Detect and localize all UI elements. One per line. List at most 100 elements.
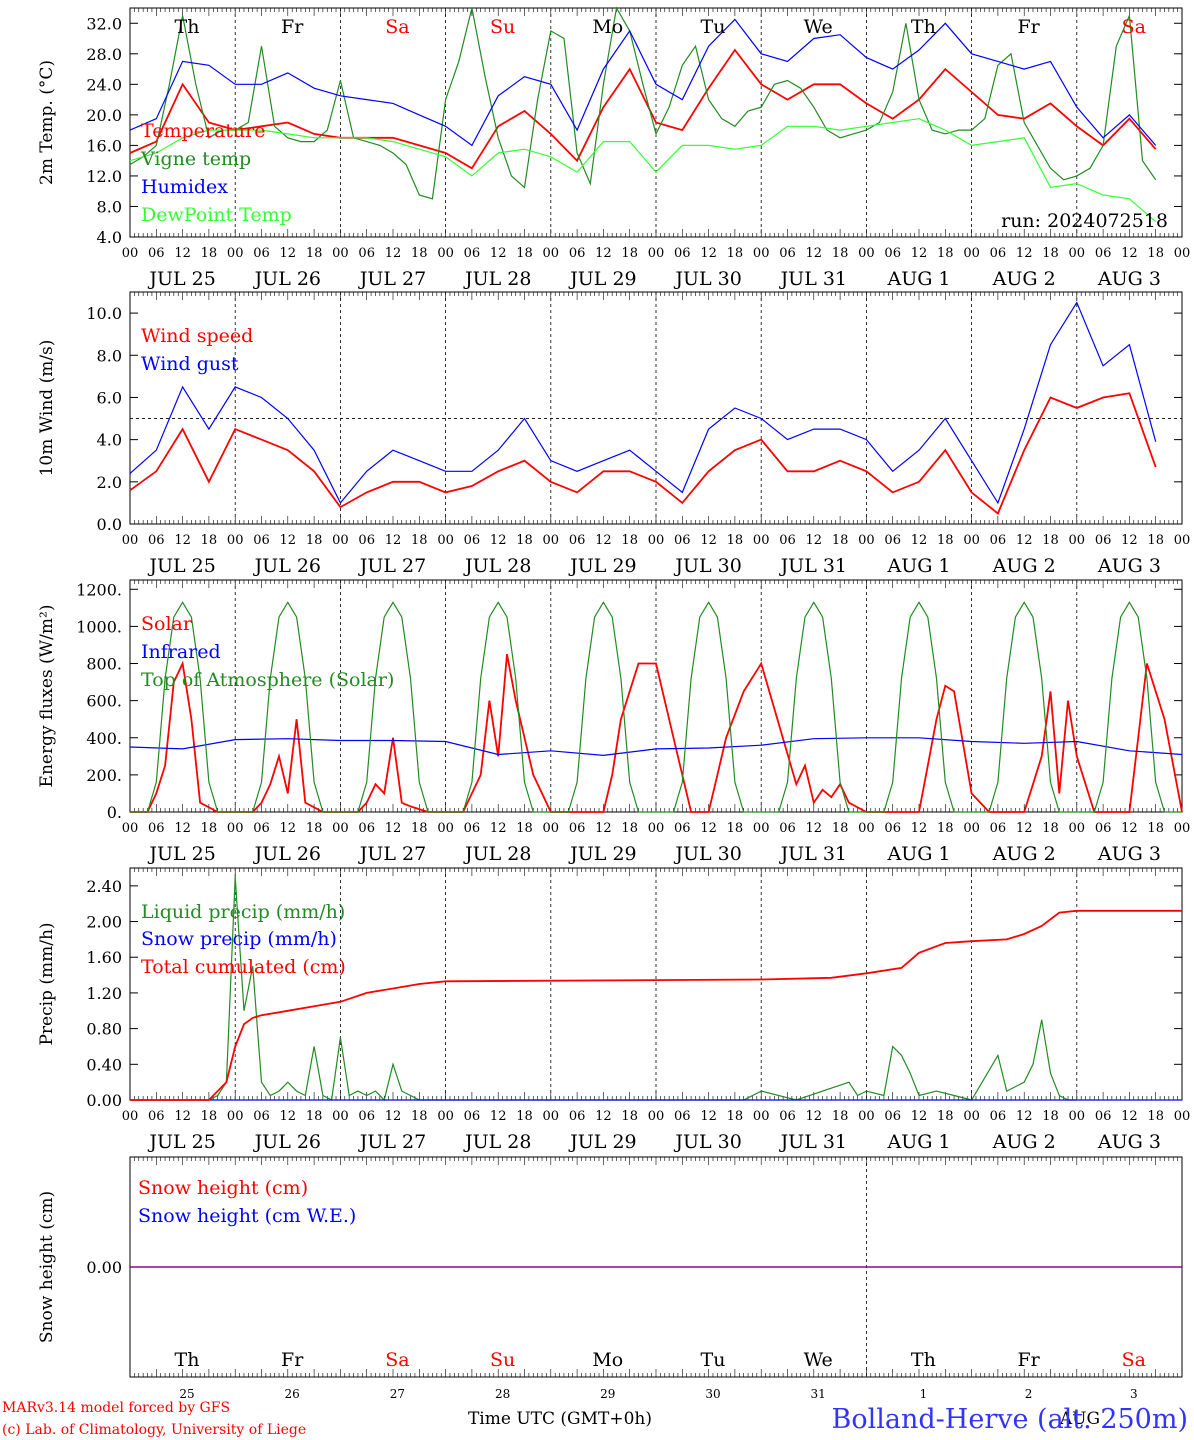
legend-entry: Temperature <box>141 120 265 142</box>
day-label: AUG 1 <box>886 268 950 290</box>
legend-entry: DewPoint Temp <box>141 204 292 226</box>
model-credit: MARv3.14 model forced by GFS <box>2 1400 230 1416</box>
hour-tick-label: 00 <box>122 533 139 548</box>
day-label: JUL 31 <box>779 268 847 290</box>
day-label: AUG 2 <box>992 843 1056 865</box>
hour-tick-label: 00 <box>963 246 980 261</box>
weekday-label: Fr <box>281 16 304 38</box>
day-label: AUG 3 <box>1097 555 1161 577</box>
hour-tick-label: 00 <box>858 533 875 548</box>
hour-tick-label: 00 <box>543 821 560 836</box>
wind-panel: 10.0 8.0 6.0 4.0 2.0 0.0 10m Wind (m/s) Wind sp… <box>37 291 1190 577</box>
series-line-infrared <box>129 737 1183 757</box>
weekday-label: Th <box>175 16 200 38</box>
hour-tick-label: 06 <box>358 1109 375 1124</box>
hour-tick-label: 18 <box>727 246 744 261</box>
hour-tick-label: 06 <box>779 821 796 836</box>
hour-tick-label: 12 <box>1121 1109 1138 1124</box>
hour-tick-label: 06 <box>884 1109 901 1124</box>
hour-tick-label: 18 <box>411 533 428 548</box>
hour-tick-label: 12 <box>700 821 717 836</box>
hour-tick-label: 18 <box>516 533 533 548</box>
hour-tick-label: 06 <box>148 821 165 836</box>
hour-tick-label: 00 <box>963 533 980 548</box>
footer: MARv3.14 model forced by GFS (c) Lab. of… <box>2 1400 1188 1438</box>
y-axis-label: Snow height (cm) <box>37 1191 57 1343</box>
hour-tick-label: 00 <box>227 246 244 261</box>
hour-tick-label: 00 <box>332 246 349 261</box>
weekday-label: Sa <box>385 1349 409 1371</box>
weekday-label: Th <box>911 1349 936 1371</box>
hour-tick-label: 06 <box>148 246 165 261</box>
hour-tick-label: 06 <box>674 533 691 548</box>
legend-entry: Total cumulated (cm) <box>141 956 346 978</box>
hour-tick-label: 18 <box>516 246 533 261</box>
hour-tick-label: 12 <box>700 246 717 261</box>
day-number-label: 29 <box>600 1387 615 1401</box>
y-tick-label: 8.0 <box>97 197 122 216</box>
hour-tick-label: 00 <box>543 246 560 261</box>
y-tick-label: 6.0 <box>97 388 122 407</box>
y-tick-label: 0. <box>107 803 122 822</box>
hour-tick-label: 18 <box>516 1109 533 1124</box>
day-label: JUL 25 <box>147 1131 215 1153</box>
energy-flux-panel: 1200. 1000. 800. 600. 400. 200. 0. Energy fluxe… <box>37 579 1190 865</box>
day-label: JUL 26 <box>253 268 321 290</box>
hour-tick-label: 00 <box>1174 1109 1191 1124</box>
hour-tick-label: 18 <box>621 1109 638 1124</box>
y-axis-label: 2m Temp. (°C) <box>37 60 57 185</box>
hour-tick-label: 06 <box>1095 821 1112 836</box>
hour-tick-label: 12 <box>700 1109 717 1124</box>
hour-tick-label: 06 <box>464 246 481 261</box>
y-axis-label: Precip (mm/h) <box>37 922 57 1045</box>
hour-tick-label: 18 <box>1042 533 1059 548</box>
hour-tick-label: 18 <box>1042 246 1059 261</box>
y-tick-label: 200. <box>86 766 122 785</box>
hour-tick-label: 12 <box>490 246 507 261</box>
y-tick-label: 0.80 <box>86 1020 122 1039</box>
hour-tick-label: 18 <box>411 821 428 836</box>
day-label: JUL 28 <box>463 1131 531 1153</box>
day-label: JUL 28 <box>463 843 531 865</box>
hour-tick-label: 18 <box>727 821 744 836</box>
hour-tick-label: 06 <box>779 246 796 261</box>
hour-tick-label: 18 <box>1042 821 1059 836</box>
day-label: JUL 25 <box>147 555 215 577</box>
hour-tick-label: 18 <box>937 246 954 261</box>
series-line-wind-speed <box>129 392 1157 515</box>
hour-tick-label: 00 <box>963 821 980 836</box>
hour-tick-label: 12 <box>385 533 402 548</box>
hour-tick-label: 00 <box>648 821 665 836</box>
hour-tick-label: 00 <box>858 246 875 261</box>
y-tick-label: 8.0 <box>97 346 122 365</box>
day-label: JUL 26 <box>253 1131 321 1153</box>
legend-entry: Snow height (cm) <box>138 1177 308 1199</box>
weekday-label: Fr <box>1017 1349 1040 1371</box>
hour-tick-label: 06 <box>674 246 691 261</box>
hour-tick-label: 12 <box>806 533 823 548</box>
hour-tick-label: 00 <box>1069 533 1086 548</box>
series-line-dewpoint-temp <box>129 118 1157 223</box>
precip-panel: 2.40 2.00 1.60 1.20 0.80 0.40 0.00 Precip (mm/h… <box>37 867 1191 1153</box>
hour-tick-label: 00 <box>122 246 139 261</box>
day-number-label: 31 <box>811 1387 826 1401</box>
hour-tick-label: 18 <box>411 246 428 261</box>
hour-tick-label: 06 <box>990 533 1007 548</box>
hour-tick-label: 12 <box>595 821 612 836</box>
hour-tick-label: 00 <box>753 821 770 836</box>
hour-tick-label: 06 <box>779 1109 796 1124</box>
hour-tick-label: 00 <box>332 533 349 548</box>
y-tick-label: 20.0 <box>86 106 122 125</box>
station-title: Bolland-Herve (alt. 250m) <box>832 1404 1188 1435</box>
weekday-label: Th <box>911 16 936 38</box>
hour-tick-label: 18 <box>306 533 323 548</box>
hour-tick-label: 06 <box>569 246 586 261</box>
hour-tick-label: 00 <box>648 246 665 261</box>
hour-tick-label: 00 <box>122 1109 139 1124</box>
hour-tick-label: 06 <box>779 533 796 548</box>
y-tick-label: 1.60 <box>86 948 122 967</box>
day-number-label: 28 <box>495 1387 510 1401</box>
y-tick-label: 16.0 <box>86 136 122 155</box>
hour-tick-label: 00 <box>227 533 244 548</box>
hour-tick-label: 06 <box>990 246 1007 261</box>
